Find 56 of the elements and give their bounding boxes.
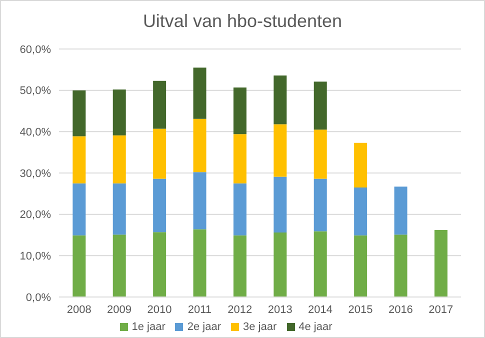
- x-tick-label: 2017: [428, 304, 454, 316]
- bar: [394, 234, 408, 297]
- bar: [112, 183, 126, 235]
- bar: [354, 142, 368, 188]
- x-tick-label: 2014: [308, 304, 333, 316]
- bar: [314, 82, 327, 130]
- bar: [354, 187, 368, 236]
- bar: [354, 235, 368, 297]
- bar: [394, 186, 408, 235]
- bar: [153, 128, 166, 179]
- bar: [153, 178, 166, 232]
- bar: [112, 234, 126, 297]
- x-tick-label: 2010: [147, 304, 172, 316]
- legend-label: 2e jaar: [187, 321, 221, 333]
- bar: [233, 235, 246, 297]
- bar: [274, 232, 287, 297]
- y-tick-label: 60,0%: [20, 44, 52, 56]
- bar: [193, 68, 206, 119]
- legend-label: 4e jaar: [298, 321, 332, 333]
- bar: [112, 135, 126, 184]
- bar: [193, 229, 206, 297]
- bar: [233, 183, 246, 236]
- y-tick-label: 30,0%: [20, 168, 52, 180]
- x-tick-label: 2015: [348, 304, 373, 316]
- bar: [193, 172, 206, 230]
- chart-title: Uitval van hbo-studenten: [142, 10, 344, 33]
- legend-label: 3e jaar: [243, 321, 277, 333]
- y-tick-label: 20,0%: [20, 209, 52, 222]
- x-tick-label: 2009: [107, 304, 132, 316]
- x-tick-label: 2008: [66, 304, 92, 316]
- bar: [153, 232, 166, 297]
- bar: [72, 235, 86, 297]
- bar: [434, 230, 448, 297]
- bar: [314, 231, 327, 297]
- legend-label: 1e jaar: [132, 321, 166, 333]
- x-tick-label: 2012: [228, 304, 252, 316]
- bar: [193, 118, 206, 172]
- bar: [314, 130, 327, 179]
- bar: [274, 75, 287, 124]
- x-tick-label: 2013: [268, 304, 292, 316]
- bar: [274, 124, 287, 177]
- bar: [72, 136, 86, 184]
- bar: [233, 87, 246, 134]
- bar: [112, 90, 126, 136]
- bar: [314, 178, 327, 232]
- y-tick-label: 50,0%: [20, 85, 52, 98]
- bar: [233, 134, 246, 184]
- y-tick-label: 40,0%: [20, 126, 52, 139]
- y-tick-label: 0,0%: [26, 292, 52, 304]
- x-tick-label: 2011: [188, 304, 212, 316]
- bar: [274, 176, 287, 233]
- bar: [72, 183, 86, 236]
- y-tick-label: 10,0%: [20, 250, 52, 263]
- bar: [72, 90, 86, 136]
- bar: [153, 80, 166, 129]
- x-tick-label: 2016: [388, 304, 413, 316]
